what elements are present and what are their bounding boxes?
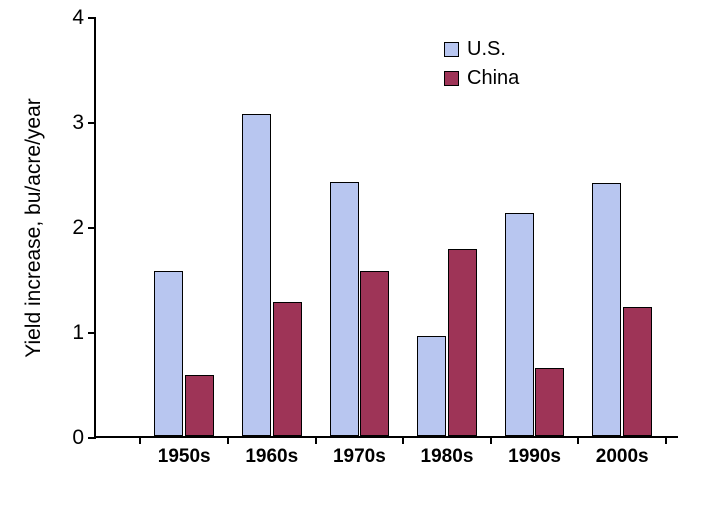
legend-label: U.S. (467, 38, 506, 61)
legend-label: China (467, 67, 519, 90)
y-tick-label: 4 (72, 6, 84, 30)
x-tick (315, 436, 317, 444)
y-tick (88, 17, 96, 19)
y-tick (88, 332, 96, 334)
y-tick (88, 122, 96, 124)
bar-china (273, 302, 302, 436)
y-axis-label: Yield increase, bu/acre/year (22, 98, 46, 358)
x-tick (227, 436, 229, 444)
bar-china (448, 249, 477, 436)
yield-increase-chart: Yield increase, bu/acre/year 012341950s1… (0, 0, 724, 510)
y-tick (88, 227, 96, 229)
x-tick-label: 2000s (596, 446, 649, 468)
x-tick (139, 436, 141, 444)
legend-swatch (444, 71, 459, 86)
bar-us (505, 213, 534, 436)
y-tick (88, 437, 96, 439)
x-tick-label: 1980s (421, 446, 474, 468)
x-tick (402, 436, 404, 444)
y-tick-label: 0 (72, 426, 84, 450)
legend-swatch (444, 42, 459, 57)
legend-item: U.S. (444, 38, 519, 61)
x-tick-label: 1990s (508, 446, 561, 468)
bar-china (360, 271, 389, 436)
bar-china (185, 375, 214, 436)
bar-china (623, 307, 652, 436)
bar-us (417, 336, 446, 436)
x-tick (665, 436, 667, 444)
bar-us (330, 182, 359, 436)
y-tick-label: 3 (72, 111, 84, 135)
bar-us (592, 183, 621, 436)
plot-area: 012341950s1960s1970s1980s1990s2000s (94, 18, 678, 438)
legend-item: China (444, 67, 519, 90)
y-tick-label: 1 (72, 321, 84, 345)
x-tick-label: 1970s (333, 446, 386, 468)
legend: U.S. China (444, 38, 519, 90)
x-tick (577, 436, 579, 444)
bar-us (154, 271, 183, 436)
bar-china (535, 368, 564, 436)
x-tick (490, 436, 492, 444)
bar-us (242, 114, 271, 436)
x-tick-label: 1950s (158, 446, 211, 468)
x-tick-label: 1960s (245, 446, 298, 468)
y-tick-label: 2 (72, 216, 84, 240)
